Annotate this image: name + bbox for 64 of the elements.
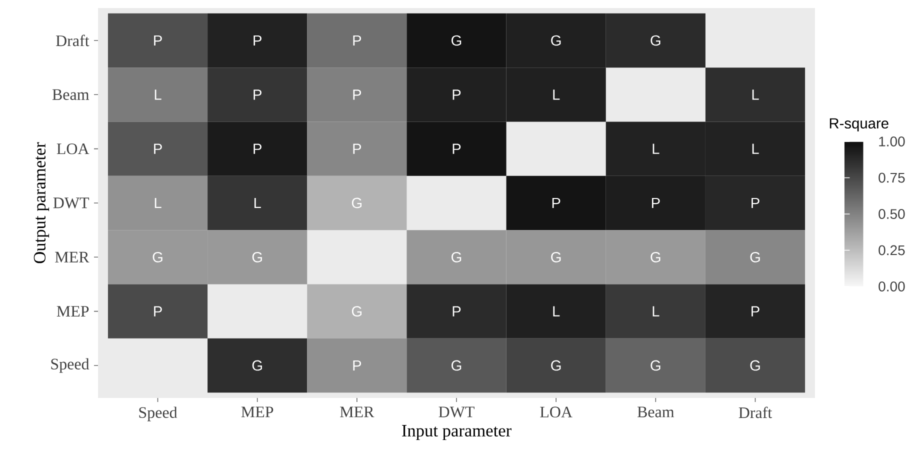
- color-bar-label: 0.00: [878, 282, 905, 292]
- x-tick-label: Speed: [139, 406, 178, 422]
- color-bar-label: 0.75: [878, 172, 905, 183]
- data-label: P: [254, 90, 262, 100]
- data-label: P: [552, 198, 560, 208]
- data-label: G: [551, 35, 561, 46]
- x-axis-title: Input parameter: [402, 425, 512, 440]
- x-tick-label: MEP: [241, 406, 274, 418]
- data-label: L: [553, 306, 560, 316]
- data-label: P: [254, 144, 262, 154]
- y-tick-label: Beam: [52, 89, 90, 100]
- data-label: L: [652, 306, 660, 316]
- data-label: G: [452, 35, 462, 46]
- data-label: L: [553, 90, 560, 100]
- data-label: G: [650, 360, 660, 371]
- data-label: G: [551, 360, 561, 371]
- data-label: L: [752, 144, 759, 154]
- y-axis-title: Output parameter: [34, 142, 50, 264]
- data-label: G: [750, 252, 760, 262]
- color-bar-title: R-square: [830, 118, 888, 132]
- data-label: G: [650, 252, 660, 262]
- data-label: G: [352, 306, 362, 317]
- data-label: P: [353, 90, 362, 100]
- y-tick-label: Draft: [56, 34, 90, 46]
- data-label: G: [252, 360, 262, 371]
- color-bar-label: 1.00: [879, 136, 905, 146]
- data-label: P: [154, 144, 162, 154]
- data-label: L: [752, 90, 759, 100]
- data-label: P: [154, 306, 162, 316]
- data-label: G: [650, 35, 660, 46]
- data-label: P: [452, 144, 461, 154]
- y-tick-label: MER: [55, 252, 90, 262]
- color-bar-label: 0.25: [878, 245, 905, 256]
- color-bar-label: 0.50: [878, 209, 905, 219]
- data-label: P: [752, 198, 760, 208]
- data-label: L: [154, 90, 162, 100]
- data-label: P: [452, 306, 461, 316]
- y-tick-label: DWT: [53, 198, 90, 208]
- y-tick-label: LOA: [56, 143, 90, 154]
- data-label: P: [752, 306, 760, 316]
- data-label: P: [154, 35, 162, 46]
- data-label: G: [551, 252, 561, 262]
- data-label: G: [452, 360, 462, 371]
- data-label: L: [154, 198, 162, 208]
- y-tick-label: MEP: [56, 306, 89, 317]
- data-label: G: [452, 252, 462, 262]
- data-label: G: [252, 252, 262, 262]
- y-tick-label: Speed: [51, 358, 90, 373]
- data-label: P: [254, 35, 262, 46]
- x-tick-label: LOA: [540, 406, 572, 418]
- data-label: G: [352, 198, 362, 208]
- data-label: L: [652, 144, 660, 154]
- data-label: P: [452, 90, 461, 100]
- data-label: P: [353, 35, 362, 46]
- data-label: P: [652, 198, 660, 208]
- data-label: P: [353, 144, 362, 154]
- data-label: P: [353, 360, 362, 371]
- x-tick-label: Draft: [738, 406, 772, 418]
- data-label: L: [254, 198, 261, 208]
- x-tick-label: MER: [340, 406, 374, 418]
- data-label: G: [152, 252, 162, 262]
- x-tick-label: Beam: [637, 406, 674, 418]
- data-label: G: [750, 360, 760, 371]
- x-tick-label: DWT: [438, 406, 474, 418]
